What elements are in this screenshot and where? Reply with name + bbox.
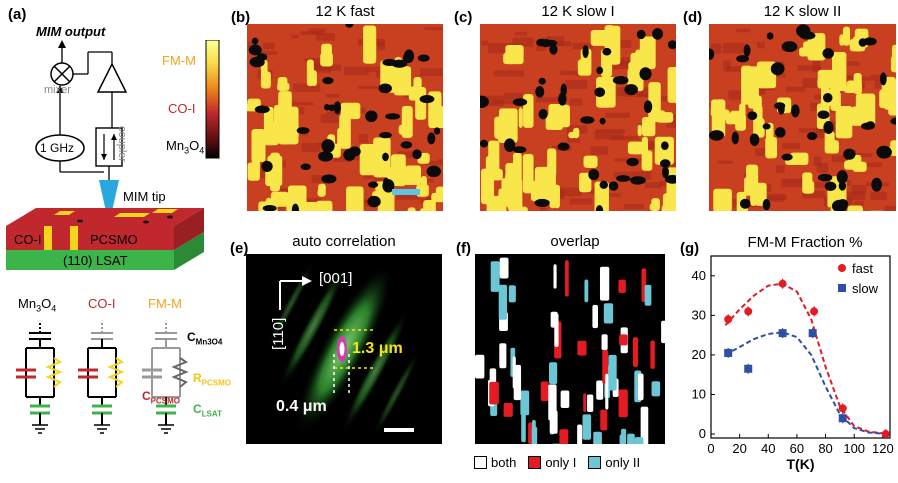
panel-label-d: (d)	[683, 9, 703, 26]
overlap-map	[475, 254, 665, 444]
colorbar-coi-label: CO-I	[168, 101, 196, 116]
legend-only-1: only I	[528, 455, 576, 470]
panel-label-c: (c)	[454, 9, 473, 26]
panel-label-b: (b)	[231, 9, 251, 26]
y-tick-label: 40	[692, 268, 706, 283]
mim-output-label: MIM output	[36, 24, 106, 39]
colorbar-fmm-label: FM-M	[162, 53, 196, 68]
label-c-lsat: CLSAT	[193, 402, 222, 419]
legend-label-fast: fast	[852, 261, 873, 276]
fraction-chart: 0 20 40 60 80 100 120 0 10 20 30 40 T(K) fast slow	[692, 255, 894, 472]
point-fast	[810, 307, 819, 316]
x-axis-label: T(K)	[787, 456, 815, 472]
point-slow	[808, 329, 817, 338]
source-label: 1 GHz	[40, 141, 75, 155]
y-tick-label: 20	[692, 347, 706, 362]
circuit-title-coi: CO-I	[88, 296, 116, 311]
sample-block	[6, 208, 204, 270]
length-short-label: 0.4 μm	[276, 398, 327, 415]
sample-coi-label: CO-I	[14, 232, 42, 247]
point-slow	[778, 329, 787, 338]
panel-label-a: (a)	[8, 6, 27, 23]
fit-line-slow	[724, 331, 883, 435]
circuit-fmm	[142, 323, 189, 434]
y-tick-label: 10	[692, 386, 706, 401]
fit-line-fast	[724, 282, 883, 435]
legend-label-slow: slow	[852, 281, 879, 296]
x-tick-label: 0	[707, 441, 714, 456]
circuit-coi	[78, 323, 125, 434]
coupler-label: coupler	[116, 126, 128, 163]
circuit-title-fmm: FM-M	[148, 296, 182, 311]
point-slow	[838, 414, 847, 423]
scale-bar	[384, 428, 414, 432]
point-fast	[724, 315, 733, 324]
legend-marker-slow	[838, 284, 846, 292]
circuit-mn3o4	[16, 323, 63, 434]
panel-title-e: auto correlation	[292, 233, 396, 250]
y-tick-label: 0	[699, 426, 706, 441]
source-icon	[35, 85, 104, 173]
mim-map-fast	[247, 24, 443, 211]
panel-a-schematic	[6, 40, 220, 434]
point-fast	[881, 430, 890, 439]
colorbar-mn3o4-label: Mn3O4	[166, 138, 205, 156]
autocorrelation-map	[246, 254, 442, 444]
mim-tip-icon	[99, 180, 119, 216]
x-tick-label: 80	[818, 441, 832, 456]
circuit-title-mn3o4: Mn3O4	[18, 296, 57, 314]
amplifier-icon	[73, 51, 128, 128]
panel-title-f: overlap	[550, 233, 600, 250]
panel-label-e: (e)	[230, 240, 249, 257]
panel-title-d: 12 K slow II	[763, 3, 842, 20]
plot-frame	[710, 255, 891, 439]
x-tick-label: 40	[761, 441, 775, 456]
mim-map-slow-1	[480, 24, 676, 211]
mim-tip-label: MIM tip	[123, 189, 166, 204]
legend-marker-fast	[838, 264, 846, 272]
chart-title: FM-M Fraction %	[747, 234, 863, 251]
coupler-icon	[95, 127, 123, 180]
label-c-mn3o4: CMn3O4	[187, 330, 223, 347]
substrate-label: (110) LSAT	[63, 253, 128, 268]
mim-map-slow-2	[709, 24, 896, 211]
panel-label-f: (f)	[456, 240, 471, 257]
label-c-pcsmo: CPCSMO	[142, 389, 181, 406]
point-slow	[744, 364, 753, 373]
legend-only-2: only II	[588, 455, 640, 470]
length-long-label: 1.3 μm	[352, 340, 403, 357]
point-slow	[724, 348, 733, 357]
mixer-icon	[50, 40, 74, 86]
point-fast	[744, 307, 753, 316]
point-fast	[838, 404, 847, 413]
y-tick-label: 30	[692, 307, 706, 322]
x-tick-label: 60	[790, 441, 804, 456]
label-r-pcsmo: RPCSMO	[193, 371, 232, 388]
x-tick-label: 20	[732, 441, 746, 456]
panel-title-c: 12 K slow I	[541, 3, 615, 20]
panel-title-b: 12 K fast	[315, 3, 375, 20]
x-tick-label: 100	[843, 441, 865, 456]
x-tick-label: 120	[872, 441, 894, 456]
direction-001-label: [001]	[319, 270, 353, 287]
point-fast	[778, 279, 787, 288]
panel-label-g: (g)	[680, 240, 700, 257]
sample-pcsmo-label: PCSMO	[90, 232, 138, 247]
mixer-label: mixer	[44, 84, 71, 96]
legend-both: both	[474, 455, 516, 470]
overlap-legend: both only I only II	[474, 455, 640, 470]
colorbar	[205, 40, 220, 159]
direction-110-label: [110]	[270, 317, 287, 350]
